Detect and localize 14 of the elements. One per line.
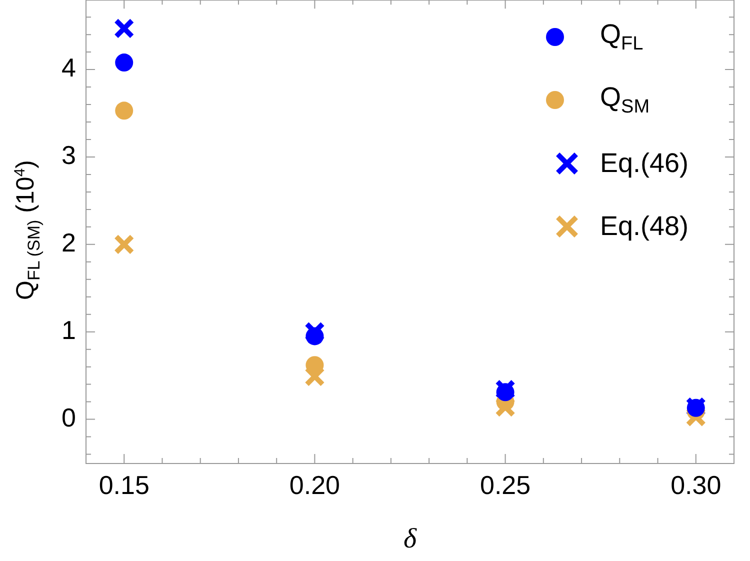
- legend-label: Q$_{FL}$: [600, 18, 644, 56]
- x-tick-label: 0.15: [98, 470, 150, 500]
- legend-label: Eq.(48): [600, 210, 689, 242]
- legend-label: Eq.(46): [600, 148, 689, 179]
- x-tick-label: 0.30: [670, 470, 722, 500]
- y-tick-label: 4: [62, 52, 76, 83]
- y-tick-label: 2: [62, 228, 76, 258]
- x-axis-title: δ: [403, 524, 418, 555]
- y-tick-label: 3: [62, 140, 76, 170]
- x-tick-label: 0.25: [480, 470, 531, 500]
- y-tick-label: 1: [62, 315, 76, 346]
- legend-label: Q$_{SM}$: [600, 82, 650, 118]
- y-tick-label: 0: [62, 402, 76, 432]
- x-tick-label: 0.20: [289, 470, 340, 500]
